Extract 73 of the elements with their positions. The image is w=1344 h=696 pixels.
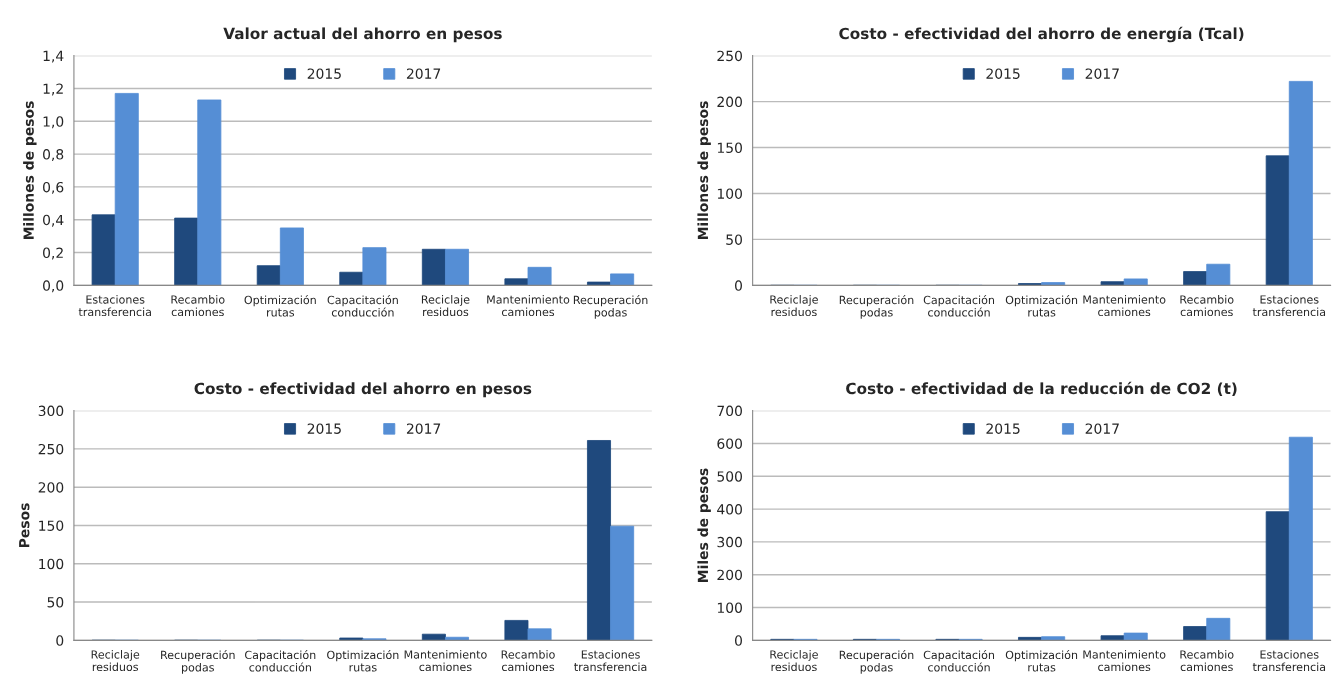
legend-label: 2015 <box>986 68 1020 79</box>
chart-title: Costo - efectividad del ahorro de energía (Tcal) <box>839 26 1244 43</box>
x-tick-label: Optimización rutas <box>327 650 399 672</box>
y-axis-title: Millones de pesos <box>697 101 711 240</box>
y-tick-label: 200 <box>38 482 64 493</box>
x-tick-label: Capacitación conducción <box>245 650 316 672</box>
x-tick-label: Capacitación conducción <box>923 650 995 672</box>
y-tick-label: 1,4 <box>43 50 64 63</box>
y-tick-label: 400 <box>717 504 742 515</box>
x-tick-label: Mantenimiento camiones <box>404 650 487 672</box>
y-tick-label: 0,2 <box>43 247 63 260</box>
x-tick-label: Reciclaje residuos <box>91 650 140 672</box>
legend-label: 2017 <box>406 423 441 434</box>
x-tick-label: Estaciones transferencia <box>78 295 151 317</box>
y-tick-label: 0 <box>735 280 742 291</box>
x-tick-label: Recuperación podas <box>161 650 235 674</box>
x-tick-label: Recuperación podas <box>839 650 914 674</box>
legend-label: 2017 <box>1085 68 1119 79</box>
y-tick-label: 200 <box>717 569 742 581</box>
x-tick-label: Estaciones transferencia <box>574 650 647 672</box>
x-tick-label: Recambio camiones <box>1180 295 1234 317</box>
x-tick-label: Capacitación conducción <box>923 295 995 317</box>
y-tick-label: 0,4 <box>43 214 64 227</box>
y-tick-label: 300 <box>38 405 64 417</box>
chart-title: Valor actual del ahorro en pesos <box>223 27 502 43</box>
y-tick-label: 100 <box>39 558 64 570</box>
y-tick-label: 50 <box>726 234 742 245</box>
x-tick-label: Recuperación podas <box>573 295 648 319</box>
y-tick-label: 50 <box>47 597 64 608</box>
x-tick-label: Recambio camiones <box>171 295 225 317</box>
chart-title: Costo - efectividad del ahorro en pesos <box>194 382 532 398</box>
y-tick-label: 0,0 <box>43 280 64 293</box>
y-tick-label: 250 <box>717 50 742 62</box>
y-tick-label: 700 <box>717 405 742 417</box>
y-tick-label: 200 <box>717 96 742 108</box>
y-tick-label: 0,6 <box>43 181 64 194</box>
y-tick-label: 500 <box>717 471 742 482</box>
x-tick-label: Recambio camiones <box>501 650 555 672</box>
y-tick-label: 600 <box>717 438 742 449</box>
y-tick-label: 250 <box>38 443 64 455</box>
y-tick-label: 300 <box>717 536 742 548</box>
x-tick-label: Optimización rutas <box>244 295 316 317</box>
y-tick-label: 100 <box>717 188 742 199</box>
y-tick-label: 1,0 <box>43 116 64 129</box>
y-tick-label: 150 <box>39 520 64 531</box>
y-tick-label: 100 <box>717 602 742 613</box>
x-tick-label: Optimización rutas <box>1005 295 1078 317</box>
x-tick-label: Recambio camiones <box>1180 650 1234 672</box>
y-axis-title: Millones de pesos <box>23 101 37 240</box>
y-tick-label: 1,2 <box>43 83 63 96</box>
y-tick-label: 0,8 <box>43 149 64 162</box>
legend-label: 2015 <box>307 68 341 79</box>
legend-label: 2015 <box>986 423 1020 434</box>
y-tick-label: 0 <box>735 635 742 646</box>
y-tick-label: 0 <box>56 635 64 646</box>
x-tick-label: Recuperación podas <box>839 295 914 319</box>
y-axis-title: Miles de pesos <box>697 468 711 582</box>
legend-label: 2015 <box>307 423 341 434</box>
x-tick-label: Reciclaje residuos <box>770 295 818 317</box>
y-tick-label: 150 <box>717 142 742 154</box>
chart-title: Costo - efectividad de la reducción de CO2 (t) <box>846 381 1237 396</box>
legend-label: 2017 <box>1085 423 1119 434</box>
x-tick-label: Capacitación conducción <box>327 295 398 317</box>
x-tick-label: Estaciones transferencia <box>1252 295 1326 317</box>
x-tick-label: Mantenimiento camiones <box>1083 295 1166 317</box>
x-tick-label: Optimización rutas <box>1005 650 1078 672</box>
x-tick-label: Estaciones transferencia <box>1252 650 1326 672</box>
y-axis-title: Pesos <box>19 503 30 548</box>
x-tick-label: Mantenimiento camiones <box>1083 650 1166 672</box>
x-tick-label: Reciclaje residuos <box>421 295 470 317</box>
x-tick-label: Mantenimiento camiones <box>487 295 570 317</box>
x-tick-label: Reciclaje residuos <box>770 650 818 672</box>
legend-label: 2017 <box>406 68 441 79</box>
